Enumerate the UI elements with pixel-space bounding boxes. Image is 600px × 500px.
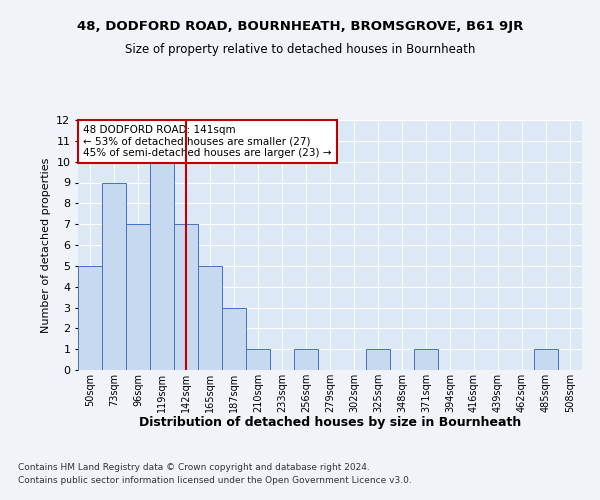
Bar bbox=[198, 266, 222, 370]
Text: Distribution of detached houses by size in Bournheath: Distribution of detached houses by size … bbox=[139, 416, 521, 429]
Bar bbox=[222, 308, 246, 370]
Bar bbox=[126, 224, 150, 370]
Bar bbox=[294, 349, 318, 370]
Bar bbox=[534, 349, 558, 370]
Text: Contains HM Land Registry data © Crown copyright and database right 2024.: Contains HM Land Registry data © Crown c… bbox=[18, 462, 370, 471]
Bar bbox=[246, 349, 270, 370]
Bar bbox=[150, 162, 174, 370]
Text: Size of property relative to detached houses in Bournheath: Size of property relative to detached ho… bbox=[125, 42, 475, 56]
Text: Contains public sector information licensed under the Open Government Licence v3: Contains public sector information licen… bbox=[18, 476, 412, 485]
Text: 48 DODFORD ROAD: 141sqm
← 53% of detached houses are smaller (27)
45% of semi-de: 48 DODFORD ROAD: 141sqm ← 53% of detache… bbox=[83, 125, 332, 158]
Bar bbox=[174, 224, 198, 370]
Bar bbox=[78, 266, 102, 370]
Bar bbox=[366, 349, 390, 370]
Text: 48, DODFORD ROAD, BOURNHEATH, BROMSGROVE, B61 9JR: 48, DODFORD ROAD, BOURNHEATH, BROMSGROVE… bbox=[77, 20, 523, 33]
Y-axis label: Number of detached properties: Number of detached properties bbox=[41, 158, 50, 332]
Bar bbox=[414, 349, 438, 370]
Bar bbox=[102, 182, 126, 370]
